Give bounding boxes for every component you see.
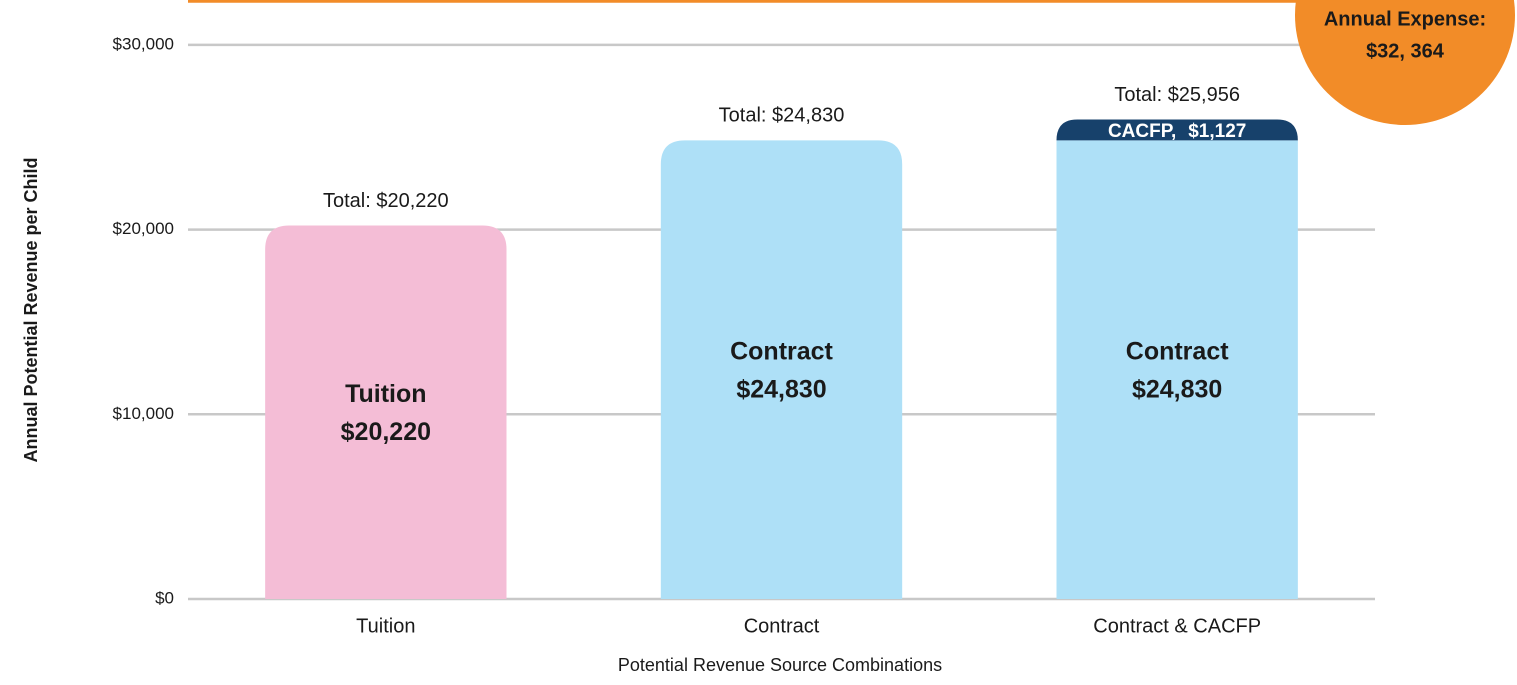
segment-label: $24,830 bbox=[1132, 375, 1222, 403]
segment-name: CACFP, bbox=[1108, 121, 1176, 142]
segment-name: Tuition bbox=[345, 380, 426, 408]
expense-label: $32, 364 bbox=[1366, 40, 1445, 62]
segment-label: CACFP, $1,127 bbox=[1108, 121, 1246, 142]
y-axis-label: Annual Potential Revenue per Child bbox=[21, 157, 41, 462]
bar-segment bbox=[660, 140, 903, 599]
y-tick-label: $0 bbox=[155, 588, 174, 607]
x-axis-label: Potential Revenue Source Combinations bbox=[618, 655, 942, 675]
y-tick-label: $20,000 bbox=[113, 219, 174, 238]
bar-segment bbox=[1056, 119, 1298, 141]
bar-segment bbox=[1056, 140, 1298, 599]
x-tick-label: Contract bbox=[744, 615, 820, 637]
total-label: Total: $24,830 bbox=[719, 105, 845, 127]
total-label: Total: $25,956 bbox=[1114, 84, 1240, 106]
segment-label: $20,220 bbox=[341, 418, 431, 446]
expense-label: Annual Expense: bbox=[1324, 8, 1486, 30]
segment-label: $24,830 bbox=[736, 375, 826, 403]
segment-value: $1,127 bbox=[1188, 121, 1246, 142]
segment-name: Contract bbox=[730, 337, 833, 365]
y-tick-label: $10,000 bbox=[113, 404, 174, 423]
total-label: Total: $20,220 bbox=[323, 190, 449, 212]
x-tick-label: Contract & CACFP bbox=[1093, 615, 1261, 637]
expense-badge bbox=[1295, 0, 1515, 125]
bar-segment bbox=[265, 225, 507, 599]
segment-name: Contract bbox=[1126, 337, 1229, 365]
y-tick-label: $30,000 bbox=[113, 34, 174, 53]
x-tick-label: Tuition bbox=[356, 615, 415, 637]
